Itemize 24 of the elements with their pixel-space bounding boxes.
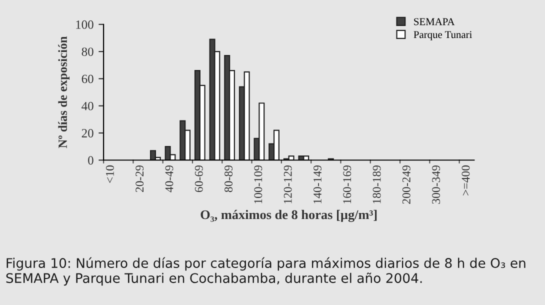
x-tick-label: 60-69 <box>194 165 203 192</box>
x-tick-label: 120-129 <box>284 165 292 204</box>
y-tick-label: 100 <box>76 20 94 29</box>
x-tick-label: >=400 <box>462 165 470 196</box>
x-tick-label: <10 <box>106 165 114 183</box>
x-tick-label: 40-49 <box>165 165 174 192</box>
legend-label: SEMAPA <box>414 18 455 26</box>
x-tick-label: 300-349 <box>432 165 440 204</box>
x-tick-label: 160-169 <box>343 165 352 204</box>
y-tick-label: 80 <box>82 48 94 56</box>
y-tick-label: 60 <box>82 74 94 84</box>
y-tick-label: 20 <box>82 129 94 138</box>
x-tick-label: 100-109 <box>254 165 262 204</box>
x-tick-label: 200-249 <box>402 165 410 204</box>
y-tick-label: 0 <box>88 156 94 165</box>
x-tick-label: 80-89 <box>224 165 233 192</box>
x-tick-label: 140-149 <box>313 165 322 204</box>
x-tick-label: 180-189 <box>372 165 381 204</box>
x-axis-title: O₃, máximos de 8 horas [µg/m³] <box>200 210 377 222</box>
text: Figura 10: Número de días por categoría para máximos diarios de 8 h de O₃ en SEMAPA y Parque Tunari en Cochabamba, durante el año 2004. <box>6 257 526 286</box>
x-tick-label: 20-29 <box>136 165 144 192</box>
y-axis-title: Nº días de exposición <box>58 36 70 148</box>
y-tick-label: 40 <box>82 102 94 110</box>
legend-label: Parque Tunari <box>414 31 472 40</box>
